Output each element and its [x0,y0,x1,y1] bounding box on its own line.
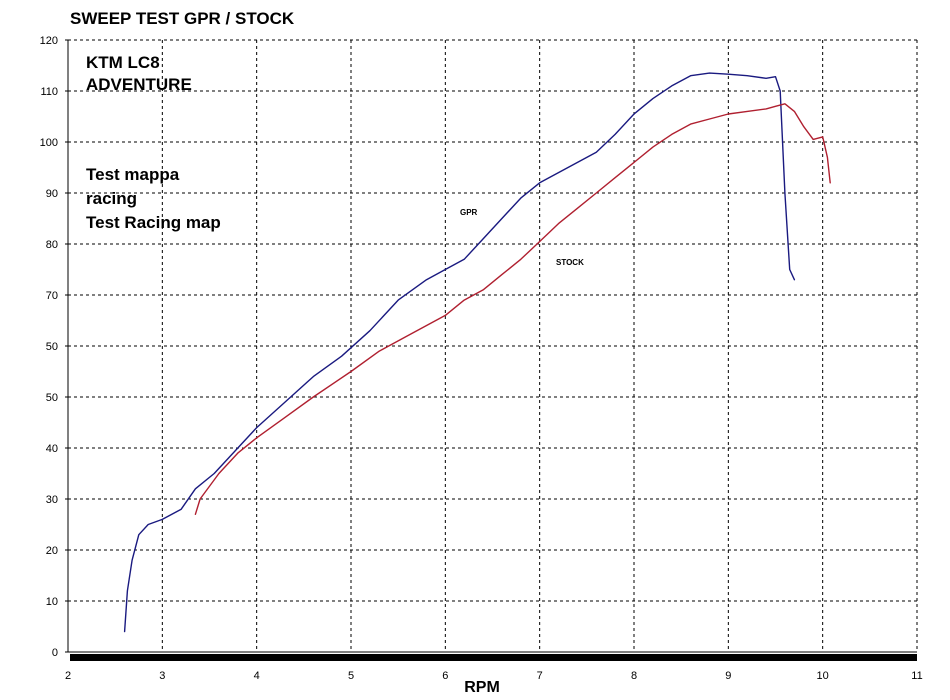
series-line-stock [194,103,831,515]
x-tick-label: 4 [254,670,260,682]
annotation-map-it-2: racing [86,189,137,208]
annotation-variant: ADVENTURE [86,75,192,94]
x-tick-label: 6 [442,670,448,682]
series-label-gpr: GPR [460,208,478,217]
x-tick-label: 8 [631,670,637,682]
x-tick-label: 3 [159,670,165,682]
axes [65,39,917,661]
y-tick-label: 120 [40,35,58,47]
series-label-stock: STOCK [556,258,584,267]
series-lines [123,72,831,633]
y-tick-labels: 0 10 20 30 40 50 50 70 80 90 100 110 120 [40,35,58,659]
y-tick-label: 20 [46,545,58,557]
x-tick-label: 10 [817,670,829,682]
y-tick-label: 110 [40,86,58,98]
y-tick-label: 10 [46,596,58,608]
y-tick-label: 0 [52,647,58,659]
y-tick-label: 40 [46,443,58,455]
x-tick-label: 5 [348,670,354,682]
y-tick-label: 50 [46,392,58,404]
x-tick-label: 11 [911,670,922,682]
annotation-map-it-1: Test mappa [86,165,180,184]
x-tick-label: 2 [65,670,71,682]
x-tick-label: 9 [725,670,731,682]
y-tick-label: 90 [46,188,58,200]
x-tick-labels: 2 3 4 5 6 7 8 9 10 11 [65,670,923,682]
y-tick-label: 50 [46,341,58,353]
y-tick-label: 30 [46,494,58,506]
y-tick-label: 100 [40,137,58,149]
series-line-gpr [123,72,796,633]
annotation-model: KTM LC8 [86,53,160,72]
x-axis-title: RPM [464,679,500,696]
x-axis-band [70,654,917,661]
grid [68,39,918,652]
x-tick-label: 7 [537,670,543,682]
chart-title: SWEEP TEST GPR / STOCK [70,9,295,28]
annotation-map-en: Test Racing map [86,213,221,232]
y-tick-label: 80 [46,239,58,251]
y-tick-label: 70 [46,290,58,302]
